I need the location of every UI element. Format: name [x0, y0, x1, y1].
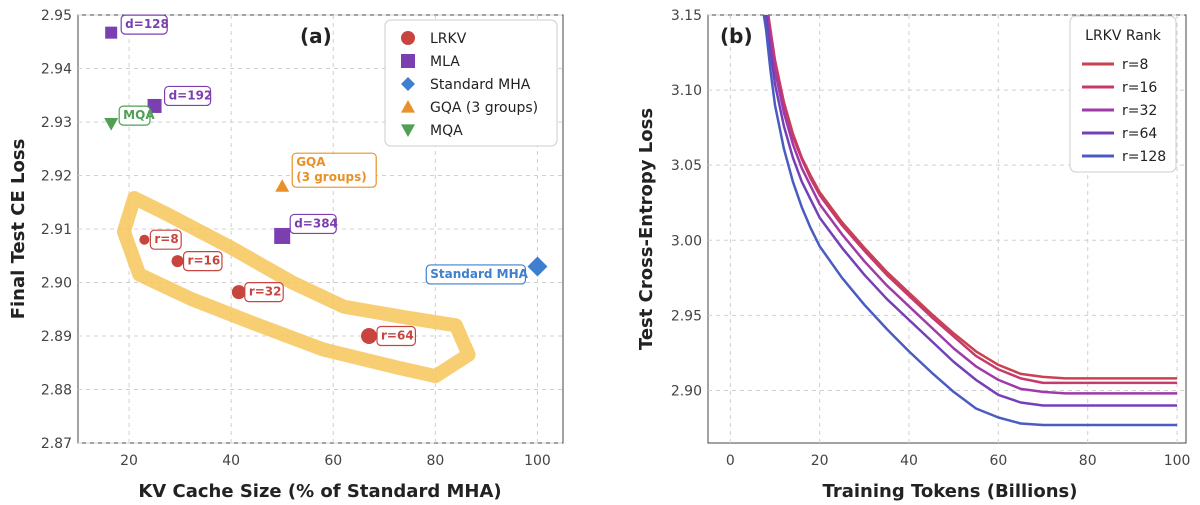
- point-label-box: [118, 105, 151, 126]
- point-label: d=128: [125, 17, 169, 31]
- y-tick-label: 2.91: [41, 222, 72, 238]
- x-tick-label: 0: [726, 453, 735, 469]
- legend-entry-label: MLA: [430, 54, 460, 70]
- legend-entry-label: r=16: [1122, 80, 1157, 96]
- gqa-point: [275, 179, 290, 192]
- panel-a-y-axis-label: Final Test CE Loss: [8, 139, 29, 320]
- point-label-box: [425, 264, 527, 285]
- mha-point: [401, 77, 415, 91]
- panel-b-y-axis-label: Test Cross-Entropy Loss: [636, 108, 657, 350]
- mla-point: [147, 98, 162, 113]
- legend-entry-label: r=32: [1122, 103, 1157, 119]
- legend-entry-label: r=128: [1122, 149, 1166, 165]
- y-tick-label: 2.90: [41, 276, 72, 292]
- series-line-r-64: [764, 15, 1178, 407]
- mqa-point: [401, 124, 415, 137]
- legend-entry-label: r=8: [1122, 57, 1148, 73]
- lrkv-point: [171, 255, 184, 268]
- panel-a-legend: LRKV MLA Standard MHA GQA (3 groups) MQA: [384, 19, 558, 147]
- x-tick-label: 40: [222, 453, 240, 469]
- panel-a: 20 40 60 80 100 2.87 2.88 2.89 2.90 2.91 2.92 2.93…: [8, 8, 564, 502]
- x-tick-label: 60: [324, 453, 342, 469]
- y-tick-label: 2.88: [41, 383, 72, 399]
- series-line-r-128: [762, 15, 1178, 427]
- legend-entry-label: MQA: [430, 123, 463, 139]
- y-tick-label: 2.90: [671, 383, 702, 399]
- mla-point: [274, 227, 291, 244]
- mqa-point: [104, 118, 119, 131]
- series-line-r-16: [766, 15, 1178, 385]
- y-tick-label: 2.87: [41, 436, 72, 452]
- point-label: d=384: [294, 216, 338, 230]
- point-label: r=32: [249, 285, 282, 299]
- y-tick-label: 3.00: [671, 233, 702, 249]
- x-tick-label: 100: [524, 453, 551, 469]
- panel-a-x-axis-label: KV Cache Size (% of Standard MHA): [138, 481, 501, 502]
- point-label: r=64: [381, 329, 414, 343]
- point-label: MQA: [123, 108, 155, 122]
- mla-point: [105, 26, 118, 39]
- x-tick-label: 100: [1164, 453, 1191, 469]
- panel-a-label: (a): [300, 24, 332, 48]
- gqa-point: [401, 100, 415, 113]
- x-tick-label: 40: [900, 453, 918, 469]
- y-tick-label: 2.92: [41, 169, 72, 185]
- y-tick-label: 2.94: [41, 62, 72, 78]
- lrkv-point: [139, 234, 150, 245]
- point-label-box: [163, 85, 212, 107]
- x-tick-label: 20: [811, 453, 829, 469]
- series-line-r-32: [766, 15, 1178, 395]
- point-label-box: [376, 325, 417, 347]
- point-label-box: [120, 14, 168, 35]
- legend-entry-label: r=64: [1122, 126, 1157, 142]
- y-tick-label: 2.95: [41, 8, 72, 24]
- y-tick-label: 2.95: [671, 308, 702, 324]
- x-tick-label: 60: [989, 453, 1007, 469]
- y-tick-label: 2.89: [41, 329, 72, 345]
- highlight-loop: [116, 191, 476, 384]
- lrkv-point: [361, 328, 377, 344]
- point-label: d=192: [169, 88, 213, 102]
- panel-b-legend: LRKV Rank r=8 r=16 r=32 r=64 r=128: [1069, 15, 1177, 173]
- legend-entry-label: LRKV: [430, 31, 467, 47]
- point-label: (3 groups): [296, 170, 367, 184]
- x-tick-label: 80: [426, 453, 444, 469]
- point-label: r=16: [188, 254, 221, 268]
- y-tick-label: 3.05: [671, 158, 702, 174]
- mha-point: [527, 256, 548, 277]
- mla-point: [401, 54, 415, 68]
- panel-b-x-axis-label: Training Tokens (Billions): [823, 481, 1078, 502]
- y-tick-label: 3.15: [671, 8, 702, 24]
- y-tick-label: 3.10: [671, 83, 702, 99]
- point-label-box: [291, 152, 377, 188]
- legend-entry-label: GQA (3 groups): [430, 100, 538, 116]
- point-label-box: [244, 282, 284, 303]
- lrkv-point: [401, 31, 415, 45]
- point-label-box: [182, 251, 223, 272]
- panel-b-label: (b): [720, 24, 753, 48]
- lrkv-point: [231, 285, 246, 300]
- point-label-box: [289, 213, 337, 235]
- panel-a-legend-box: [384, 19, 558, 147]
- x-tick-label: 20: [120, 453, 138, 469]
- panel-b: 0 20 40 60 80 100 2.90 2.95 3.00 3.05 3.10 3.15 (b…: [636, 8, 1191, 502]
- y-tick-label: 2.93: [41, 115, 72, 131]
- point-label-box: [149, 229, 182, 250]
- panel-b-legend-title: LRKV Rank: [1085, 28, 1162, 44]
- point-label: Standard MHA: [430, 267, 528, 281]
- point-label: GQA: [296, 155, 326, 169]
- point-label: r=8: [154, 232, 178, 246]
- legend-entry-label: Standard MHA: [430, 77, 531, 93]
- x-tick-label: 80: [1079, 453, 1097, 469]
